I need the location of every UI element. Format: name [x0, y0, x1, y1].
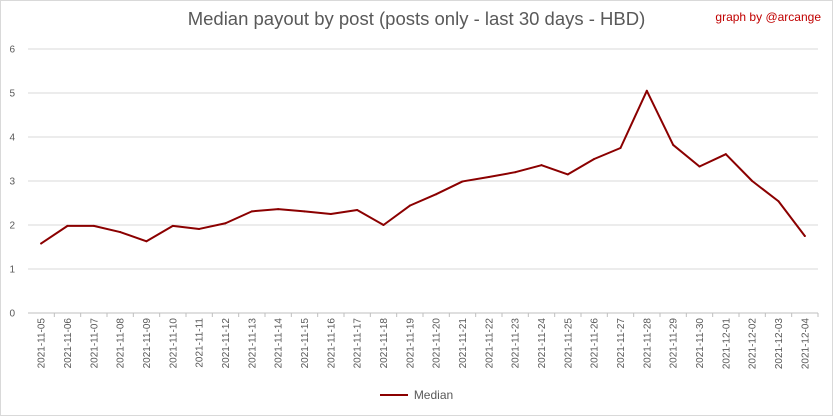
x-tick-label: 2021-11-06: [63, 318, 74, 369]
y-tick-label: 1: [9, 265, 15, 276]
y-tick-label: 4: [9, 133, 15, 144]
data-point: [198, 227, 201, 230]
data-point: [645, 89, 648, 92]
data-point: [356, 209, 359, 212]
data-point: [250, 210, 253, 213]
data-point: [514, 171, 517, 174]
x-tick-label: 2021-11-21: [458, 318, 469, 369]
y-tick-label: 2: [9, 221, 15, 232]
gridlines: [28, 48, 818, 314]
data-point: [698, 165, 701, 168]
series-group: [40, 89, 806, 245]
data-point: [277, 208, 280, 211]
data-point: [672, 143, 675, 146]
x-tick-label: 2021-12-03: [774, 318, 785, 370]
x-axis-ticks: 2021-11-05 2021-11-06 2021-11-07 2021-11-08…: [37, 313, 819, 370]
data-point: [487, 176, 490, 179]
x-tick-label: 2021-11-30: [695, 318, 706, 369]
data-point: [619, 147, 622, 149]
chart-title: Median payout by post (posts only - last…: [187, 8, 646, 29]
data-point: [803, 235, 806, 237]
legend-label-median: Median: [413, 388, 454, 402]
x-tick-label: 2021-11-22: [484, 318, 495, 369]
data-point: [751, 180, 754, 182]
legend: Median: [0, 388, 833, 402]
y-tick-label: 3: [9, 177, 15, 188]
x-tick-label: 2021-12-02: [748, 318, 759, 370]
x-tick-label: 2021-11-05: [37, 318, 48, 369]
data-point: [593, 158, 596, 160]
y-axis-ticks: 0 1 2 3 4 5 6: [9, 45, 15, 320]
data-point: [92, 224, 95, 227]
y-tick-label: 0: [9, 309, 15, 320]
x-tick-label: 2021-11-12: [221, 318, 232, 369]
data-point: [119, 231, 122, 234]
x-tick-label: 2021-11-14: [274, 318, 285, 369]
x-tick-label: 2021-11-25: [563, 318, 574, 369]
data-point: [777, 200, 780, 203]
chart-credit: graph by @arcange: [715, 10, 821, 24]
x-tick-label: 2021-11-13: [247, 318, 258, 369]
data-point: [382, 224, 385, 226]
data-point: [329, 213, 332, 215]
x-tick-label: 2021-11-24: [537, 318, 548, 369]
data-point: [171, 224, 174, 227]
x-tick-label: 2021-11-17: [353, 318, 364, 369]
x-tick-label: 2021-11-18: [379, 318, 390, 369]
data-point: [224, 222, 227, 225]
data-point: [408, 204, 411, 207]
x-tick-label: 2021-11-27: [616, 318, 627, 369]
data-point: [566, 173, 569, 176]
x-tick-label: 2021-12-04: [800, 318, 811, 370]
x-tick-label: 2021-11-29: [669, 318, 680, 369]
x-tick-label: 2021-11-16: [326, 318, 337, 369]
data-point: [303, 210, 306, 213]
data-point: [461, 180, 464, 183]
data-point: [66, 224, 69, 227]
x-tick-label: 2021-11-09: [142, 318, 153, 369]
data-point: [724, 153, 727, 156]
data-point: [540, 164, 543, 167]
data-point: [40, 242, 43, 245]
y-tick-label: 6: [9, 45, 15, 56]
x-tick-label: 2021-11-28: [642, 318, 653, 369]
series-line-median: [40, 89, 806, 245]
x-tick-label: 2021-11-23: [511, 318, 522, 369]
y-tick-label: 5: [9, 89, 15, 100]
x-tick-label: 2021-11-10: [168, 318, 179, 369]
x-tick-label: 2021-11-07: [89, 318, 100, 369]
x-tick-label: 2021-11-08: [116, 318, 127, 369]
x-tick-label: 2021-11-11: [195, 318, 206, 368]
legend-swatch-median: [379, 394, 408, 396]
x-tick-label: 2021-11-26: [590, 318, 601, 369]
data-point: [145, 240, 148, 243]
x-tick-label: 2021-11-19: [405, 318, 416, 369]
x-tick-label: 2021-11-15: [300, 318, 311, 369]
x-tick-label: 2021-11-20: [432, 318, 443, 369]
data-point: [435, 193, 438, 196]
x-tick-label: 2021-12-01: [721, 318, 732, 370]
